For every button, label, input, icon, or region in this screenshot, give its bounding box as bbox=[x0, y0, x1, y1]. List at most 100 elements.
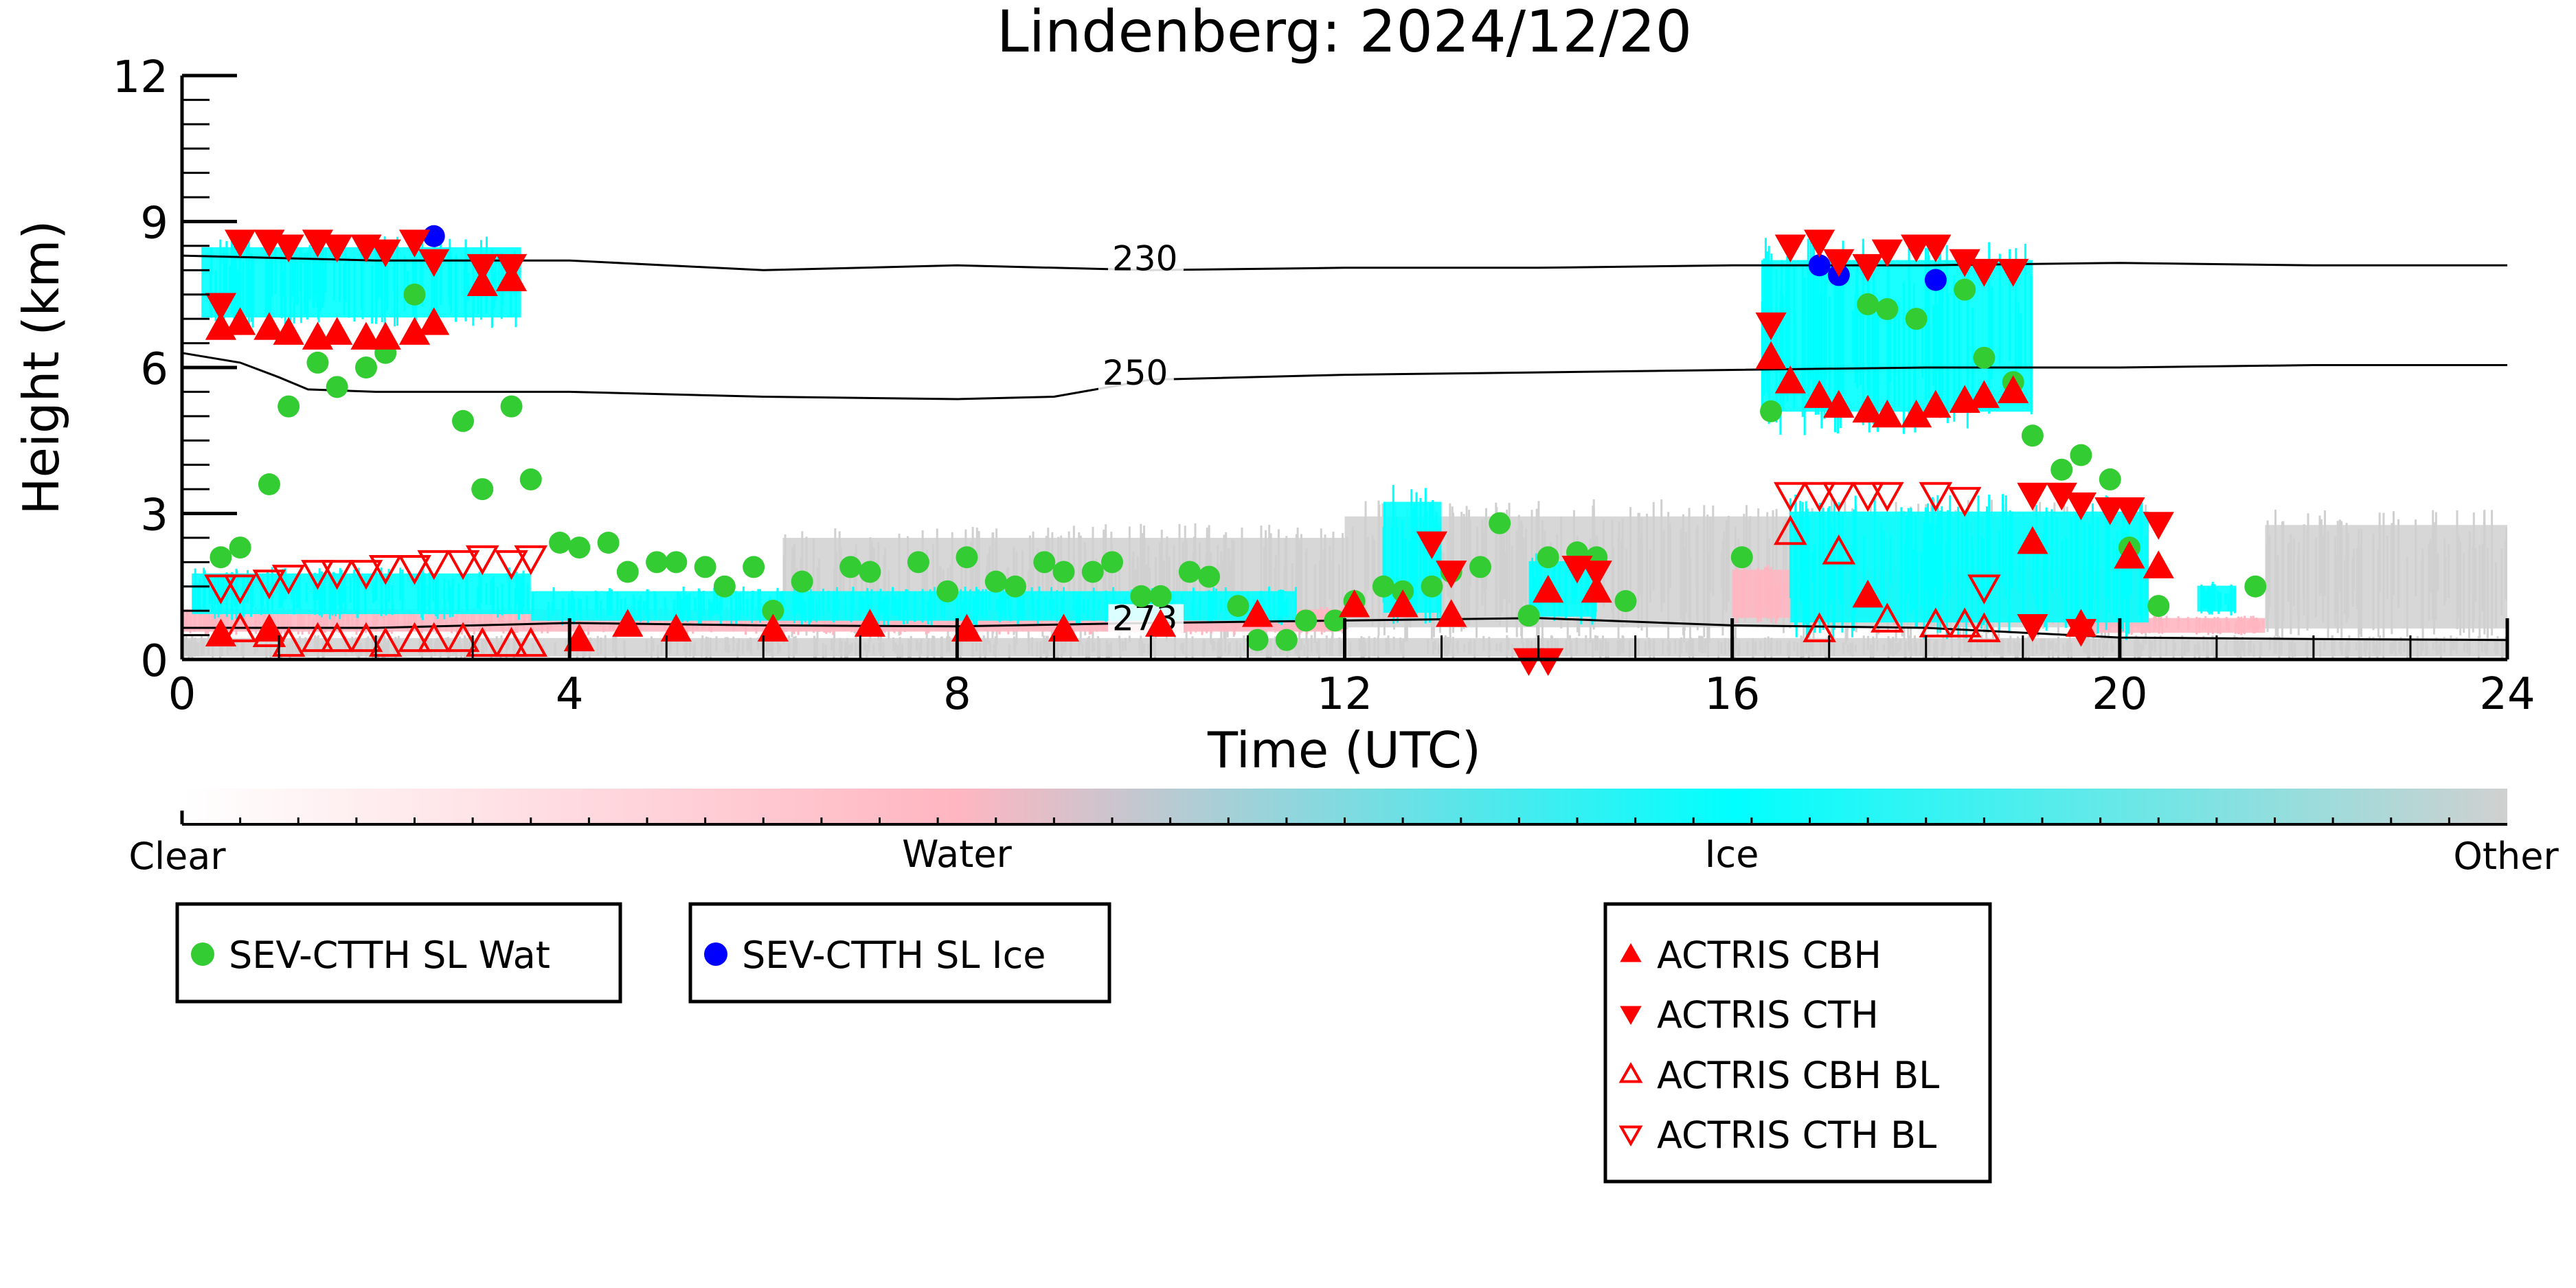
y-tick-label: 12 bbox=[113, 52, 168, 103]
y-tick-label: 6 bbox=[140, 344, 168, 395]
point bbox=[2017, 482, 2048, 511]
point bbox=[471, 478, 494, 501]
point bbox=[398, 622, 431, 653]
point bbox=[1372, 575, 1394, 598]
point bbox=[1130, 585, 1153, 607]
point bbox=[549, 532, 572, 554]
point bbox=[2017, 614, 2048, 642]
point bbox=[597, 532, 620, 554]
colorbar-label-other: Other bbox=[2453, 835, 2559, 878]
point bbox=[791, 570, 813, 593]
legend-marker-sev-ice bbox=[704, 942, 727, 966]
point bbox=[370, 239, 401, 268]
point bbox=[2050, 458, 2073, 481]
point bbox=[1968, 380, 2000, 408]
x-tick-label: 4 bbox=[556, 669, 584, 720]
y-tick-label: 3 bbox=[140, 490, 168, 541]
point bbox=[1149, 585, 1172, 607]
axes: 0 3 6 9 12 0 4 8 12 16 20 24 bbox=[113, 52, 2535, 720]
point bbox=[350, 321, 382, 350]
point bbox=[398, 555, 431, 585]
legend-label-sev-ice: SEV-CTTH SL Ice bbox=[742, 934, 1046, 977]
contour-230 bbox=[181, 254, 2507, 271]
point bbox=[301, 622, 335, 653]
cloud-fill bbox=[1790, 511, 2149, 623]
cloud-fill bbox=[2265, 525, 2507, 629]
point bbox=[1852, 394, 1884, 423]
point bbox=[1760, 400, 1783, 422]
point bbox=[1295, 609, 1318, 632]
point bbox=[563, 623, 595, 652]
point bbox=[1851, 482, 1885, 512]
point bbox=[258, 473, 280, 495]
point bbox=[1004, 575, 1026, 598]
x-tick-label: 8 bbox=[943, 669, 971, 720]
point bbox=[1730, 546, 1753, 569]
point bbox=[403, 283, 426, 306]
point bbox=[354, 357, 377, 379]
legend-marker-triangle-down bbox=[1620, 1006, 1642, 1026]
point bbox=[1871, 602, 1904, 633]
legend-label-actris-cbh: ACTRIS CBH bbox=[1657, 934, 1882, 977]
point bbox=[320, 622, 354, 653]
point bbox=[1227, 595, 1250, 618]
point bbox=[1581, 561, 1612, 589]
point bbox=[1924, 269, 1947, 291]
point bbox=[1920, 234, 1952, 262]
point bbox=[1803, 380, 1835, 408]
point bbox=[1803, 612, 1836, 642]
y-axis-label: Height (km) bbox=[12, 221, 70, 515]
contour-250 bbox=[181, 352, 2507, 400]
point bbox=[229, 536, 251, 559]
legend-label-actris-cbh-bl: ACTRIS CBH BL bbox=[1657, 1054, 1939, 1097]
point bbox=[1876, 298, 1899, 320]
point bbox=[500, 395, 523, 418]
point bbox=[568, 536, 591, 559]
legend-actris: ACTRIS CBH ACTRIS CTH ACTRIS CBH BL ACTR… bbox=[1603, 902, 1992, 1184]
point bbox=[859, 561, 881, 583]
point bbox=[1967, 612, 2001, 642]
colorbar-label-ice: Ice bbox=[1705, 833, 1759, 876]
point bbox=[205, 293, 237, 321]
point bbox=[646, 551, 668, 574]
point bbox=[1048, 613, 1080, 642]
point bbox=[2147, 595, 2170, 618]
point bbox=[1998, 375, 2029, 403]
point bbox=[466, 268, 498, 296]
point bbox=[2244, 575, 2267, 598]
point bbox=[2065, 619, 2097, 647]
point bbox=[1852, 253, 1884, 282]
point bbox=[321, 317, 353, 345]
point bbox=[495, 550, 528, 580]
point bbox=[936, 580, 959, 602]
point bbox=[1773, 515, 1807, 545]
point bbox=[1052, 561, 1075, 583]
colorbar-label-water: Water bbox=[902, 833, 1012, 876]
legend-marker-sev-wat bbox=[191, 942, 214, 966]
point bbox=[612, 609, 644, 637]
point bbox=[1901, 234, 1932, 262]
x-axis-label: Time (UTC) bbox=[1207, 721, 1481, 779]
y-tick-label: 0 bbox=[140, 636, 168, 687]
point bbox=[616, 561, 639, 583]
point bbox=[452, 409, 475, 432]
point bbox=[252, 569, 286, 600]
point bbox=[1947, 486, 1982, 517]
point bbox=[907, 551, 929, 574]
point bbox=[271, 626, 306, 657]
point bbox=[1755, 341, 1787, 370]
point bbox=[743, 556, 765, 578]
x-tick-label: 24 bbox=[2479, 669, 2535, 720]
legend-box bbox=[175, 902, 622, 1004]
point bbox=[1919, 607, 1953, 637]
point bbox=[1513, 648, 1545, 677]
point bbox=[1436, 599, 1467, 627]
point bbox=[306, 351, 329, 374]
point bbox=[1774, 365, 1806, 394]
point bbox=[1774, 234, 1806, 262]
point bbox=[465, 626, 499, 657]
point bbox=[2099, 468, 2121, 490]
point bbox=[1967, 574, 2001, 605]
